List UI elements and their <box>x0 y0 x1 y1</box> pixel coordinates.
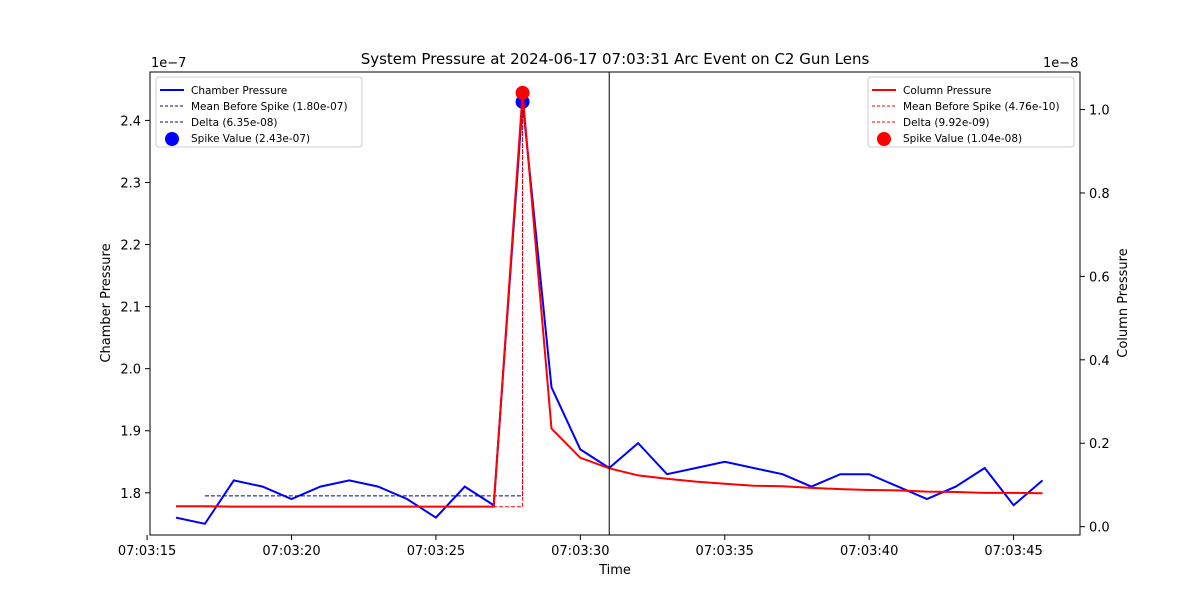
left-y-tick-label: 2.2 <box>120 239 141 254</box>
left-y-tick-label: 2.3 <box>120 176 141 191</box>
plot-frame <box>149 71 1081 536</box>
chamber-legend-marker <box>165 132 179 146</box>
left-y-tick-label: 2.0 <box>120 363 141 378</box>
axes-layer: 07:03:15 07:03:20 07:03:25 07:03:30 07:03:35… <box>118 71 1110 559</box>
column-spike-marker <box>515 85 530 100</box>
x-axis-label: Time <box>598 563 631 578</box>
left-y-axis-label: Chamber Pressure <box>99 243 114 362</box>
chart-title: System Pressure at 2024-06-17 07:03:31 A… <box>361 50 870 68</box>
left-y-tick-label: 2.4 <box>120 114 141 129</box>
chamber-legend-box <box>155 76 363 148</box>
column-legend-marker <box>877 132 891 146</box>
left-y-tick-label: 1.9 <box>120 425 141 440</box>
column-legend-box <box>867 76 1075 148</box>
right-y-tick-label: 0.6 <box>1089 270 1110 285</box>
column-legend-label: Delta (9.92e-09) <box>903 117 990 129</box>
right-y-tick-label: 0.8 <box>1089 187 1110 202</box>
x-tick-label: 07:03:35 <box>696 544 754 559</box>
right-y-tick-label: 0.4 <box>1089 354 1110 369</box>
chamber-legend-label: Spike Value (2.43e-07) <box>191 133 310 145</box>
right-y-tick-label: 0.0 <box>1089 521 1110 536</box>
x-tick-label: 07:03:45 <box>984 544 1042 559</box>
right-y-tick-label: 0.2 <box>1089 437 1110 452</box>
column-legend-label: Mean Before Spike (4.76e-10) <box>903 101 1060 113</box>
right-y-tick-label: 1.0 <box>1089 104 1110 119</box>
right-exponent: 1e−8 <box>1043 56 1078 71</box>
plot-layer <box>175 72 1044 535</box>
chamber-legend-label: Delta (6.35e-08) <box>191 117 278 129</box>
column-legend-label: Column Pressure <box>903 85 991 97</box>
left-y-tick-label: 2.1 <box>120 301 141 316</box>
right-y-axis-label: Column Pressure <box>1116 248 1131 357</box>
x-tick-label: 07:03:40 <box>840 544 898 559</box>
left-exponent: 1e−7 <box>151 56 186 71</box>
chamber-legend-label: Mean Before Spike (1.80e-07) <box>191 101 348 113</box>
x-tick-label: 07:03:15 <box>118 544 176 559</box>
x-tick-label: 07:03:20 <box>262 544 320 559</box>
legend-chamber: Chamber Pressure Mean Before Spike (1.80e… <box>155 76 363 148</box>
legend-column: Column Pressure Mean Before Spike (4.76e-… <box>867 76 1075 148</box>
column-legend-label: Spike Value (1.04e-08) <box>903 133 1022 145</box>
x-tick-label: 07:03:25 <box>407 544 465 559</box>
x-tick-label: 07:03:30 <box>551 544 609 559</box>
left-y-tick-label: 1.8 <box>120 487 141 502</box>
chamber-legend-label: Chamber Pressure <box>191 85 287 97</box>
